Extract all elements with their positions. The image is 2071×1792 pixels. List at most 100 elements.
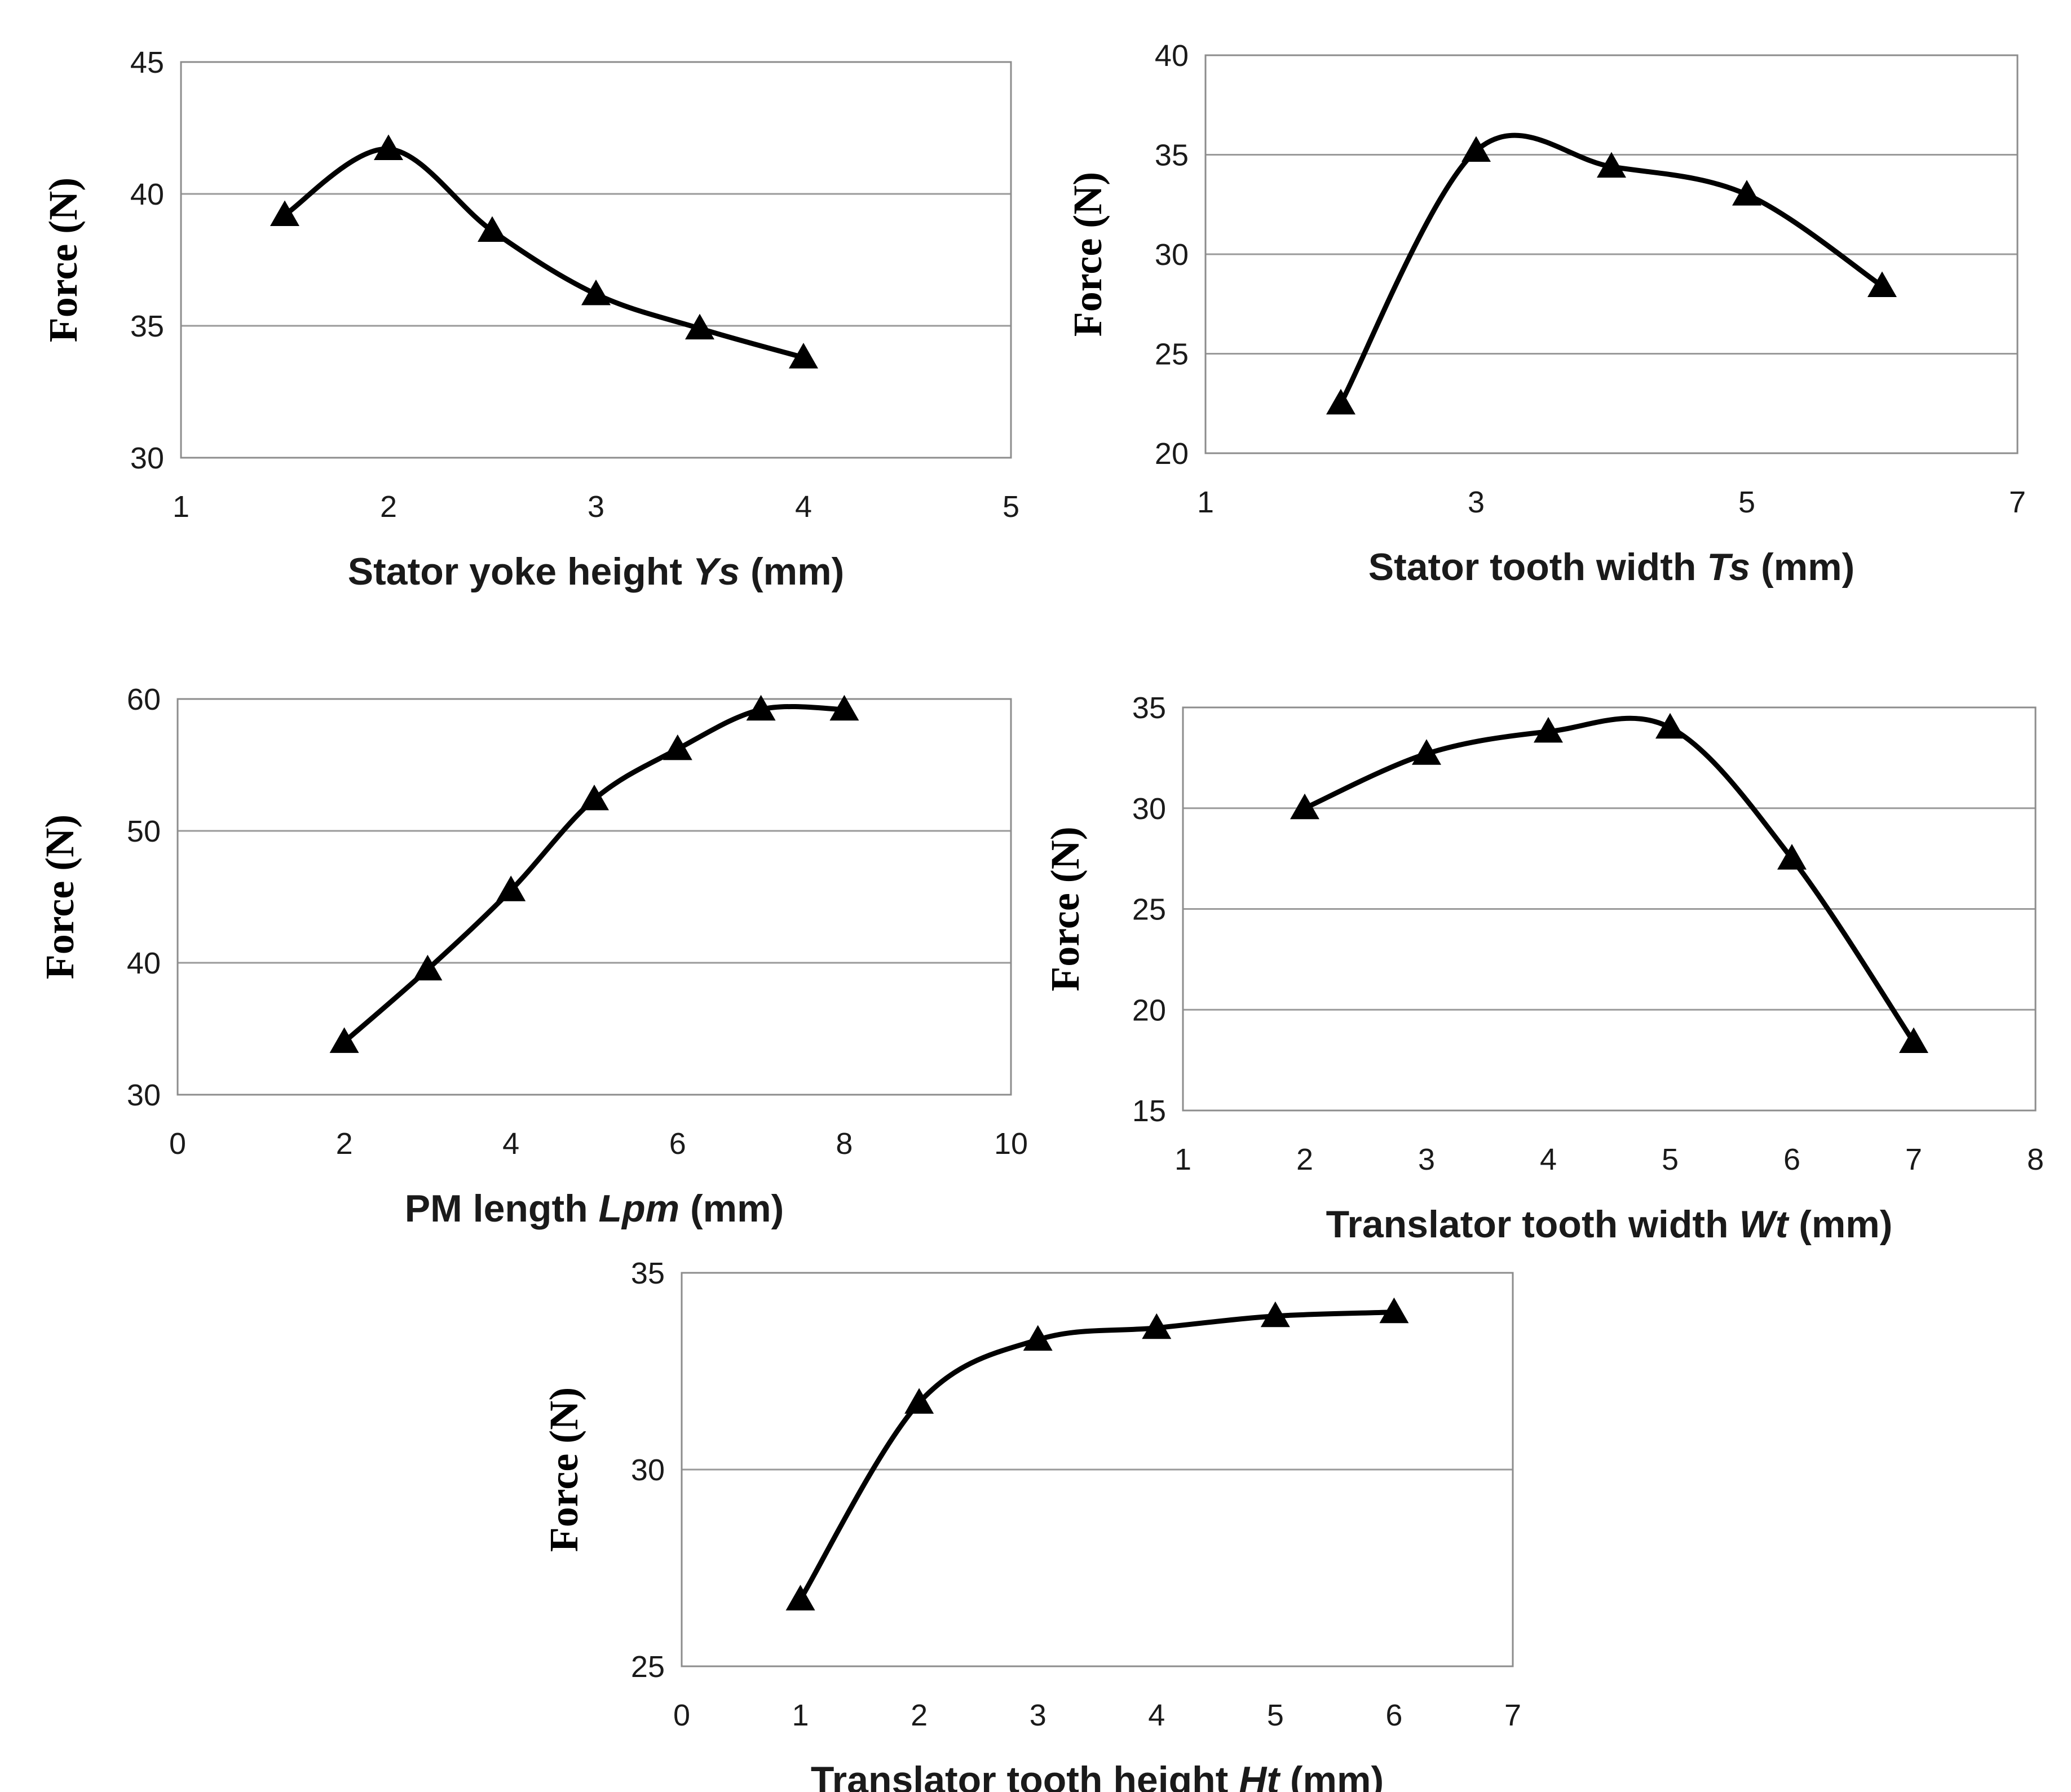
x-axis-label-unit: (mm) [690,1187,784,1230]
y-tick-label: 20 [1132,993,1166,1027]
y-tick-label: 40 [130,178,164,211]
data-point-triangle [1867,271,1897,297]
x-tick-label: 4 [1540,1143,1557,1176]
x-tick-label: 1 [792,1698,809,1732]
data-point-triangle [904,1388,934,1414]
x-tick-label: 7 [1905,1143,1922,1176]
data-point-triangle [789,343,818,369]
plot-frame [681,1272,1514,1667]
y-tick-label: 30 [1155,238,1189,272]
data-point-triangle [374,134,403,160]
x-tick-label: 3 [588,490,604,524]
data-point-triangle [1732,180,1761,206]
x-axis-label-symbol: Ys [693,550,740,593]
x-tick-label: 7 [2009,485,2026,519]
data-point-triangle [1326,388,1355,415]
x-axis-label-symbol: Wt [1739,1203,1789,1246]
x-tick-label: 0 [169,1127,186,1161]
y-tick-label: 40 [127,946,161,980]
data-point-triangle [1534,716,1563,743]
y-tick-label: 30 [1132,792,1166,826]
series-line [1338,132,1885,406]
data-point-triangle [1290,793,1319,820]
x-tick-label: 3 [1030,1698,1046,1732]
y-tick-label: 45 [130,46,164,79]
x-axis-label-unit: (mm) [1290,1759,1384,1792]
x-tick-label: 7 [1504,1698,1521,1732]
chart-4: 15 20 25 30 35 1 2 3 4 5 6 7 8 Force (N) Translator to… [1043,691,2044,1246]
y-tick-label: 50 [127,815,161,848]
x-axis-label: Stator yoke height Ys (mm) [348,550,844,593]
data-point-triangle [1379,1297,1409,1324]
y-tick-label: 30 [127,1078,161,1112]
x-axis-label-unit: (mm) [1799,1203,1892,1246]
chart-3: 30 40 50 60 0 2 4 6 8 10 Force (N) PM length Lpm (m… [37,683,1028,1230]
x-tick-label: 5 [1003,490,1019,524]
data-point-triangle [270,200,299,226]
y-tick-label: 35 [631,1256,665,1290]
x-tick-label: 1 [173,490,189,524]
x-tick-label: 10 [994,1127,1028,1161]
x-tick-label: 8 [2027,1143,2044,1176]
data-point-triangle [1461,136,1491,162]
x-axis-label-symbol: Ht [1239,1759,1280,1792]
x-axis-label-unit: (mm) [750,550,844,593]
x-axis-label-text: Translator tooth width [1326,1203,1729,1246]
x-tick-label: 4 [502,1127,519,1161]
x-tick-label: 4 [795,490,812,524]
plot-frame [1204,54,2019,454]
y-tick-label: 60 [127,683,161,716]
x-axis-label: Translator tooth width Wt (mm) [1326,1203,1893,1246]
y-tick-label: 25 [1155,338,1189,371]
plot-frame [180,61,1012,459]
plot-frame [176,698,1012,1096]
x-tick-label: 5 [1738,485,1755,519]
y-tick-label: 40 [1155,39,1189,73]
x-tick-label: 1 [1197,485,1214,519]
chart-5: 25 30 35 0 1 2 3 4 5 6 7 Force (N) Translator tooth … [541,1256,1521,1792]
y-axis-label: Force (N) [541,1387,586,1552]
y-tick-label: 35 [1155,139,1189,172]
data-point-triangle [496,875,526,901]
y-tick-label: 35 [1132,691,1166,725]
x-axis-label-text: Stator yoke height [348,550,682,593]
series-line [1302,715,1917,1045]
x-tick-label: 6 [1385,1698,1402,1732]
x-tick-label: 8 [836,1127,853,1161]
series-line [342,704,847,1045]
data-point-triangle [785,1585,815,1610]
y-tick-label: 30 [130,441,164,475]
data-point-triangle [413,954,443,981]
x-tick-label: 5 [1662,1143,1679,1176]
data-point-triangle [746,694,776,721]
data-point-triangle [663,734,692,760]
data-point-triangle [1899,1027,1928,1053]
data-point-triangle [581,279,611,306]
y-axis-label: Force (N) [1043,826,1088,992]
data-point-triangle [329,1027,359,1053]
data-point-triangle [1260,1301,1290,1328]
x-tick-label: 2 [380,490,397,524]
data-point-triangle [1655,713,1685,739]
data-point-triangle [1777,844,1807,870]
data-point-triangle [1412,739,1441,765]
y-axis-label: Force (N) [37,815,82,980]
data-point-triangle [478,216,507,242]
x-tick-label: 3 [1418,1143,1435,1176]
x-axis-label-symbol: Ts [1707,546,1750,589]
x-tick-label: 0 [673,1698,690,1732]
x-axis-label-text: Translator tooth height [811,1759,1228,1792]
y-tick-label: 30 [631,1453,665,1487]
y-tick-label: 25 [1132,893,1166,927]
y-axis-label: Force (N) [1065,172,1110,337]
series-line [798,1309,1397,1602]
x-axis-label: PM length Lpm (mm) [405,1187,784,1230]
x-tick-label: 2 [336,1127,353,1161]
x-axis-label-text: PM length [405,1187,588,1230]
y-tick-label: 20 [1155,437,1189,471]
data-point-triangle [685,313,714,340]
x-tick-label: 3 [1468,485,1485,519]
